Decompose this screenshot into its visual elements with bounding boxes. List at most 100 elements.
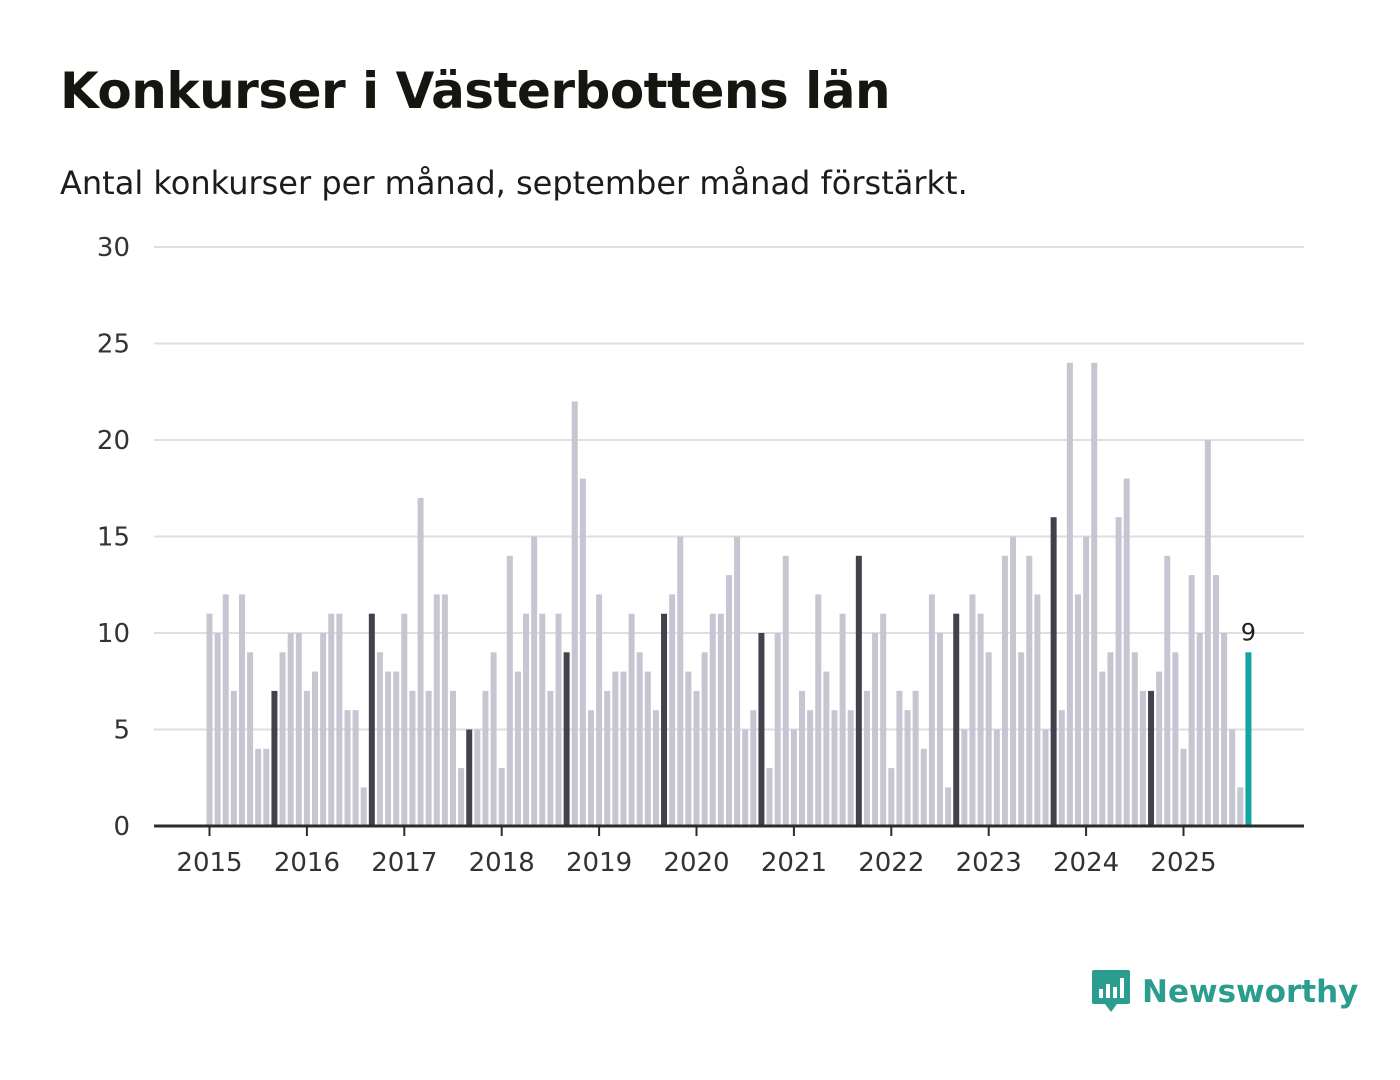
bar (1034, 594, 1041, 826)
bar (571, 401, 578, 826)
x-tick-label: 2023 (956, 848, 1022, 878)
bar (385, 671, 392, 826)
bar (928, 594, 935, 826)
bar (458, 768, 465, 826)
bar (839, 613, 846, 826)
bar (758, 633, 765, 826)
bar (872, 633, 879, 826)
newsworthy-logo-icon (1092, 970, 1130, 1012)
bar (295, 633, 302, 826)
bar (1115, 517, 1122, 826)
bar (393, 671, 400, 826)
bar (669, 594, 676, 826)
bar (1001, 555, 1008, 826)
bar (799, 690, 806, 826)
chart-subtitle: Antal konkurser per månad, september mån… (60, 164, 968, 202)
bar (985, 652, 992, 826)
bar (612, 671, 619, 826)
x-tick-label: 2025 (1150, 848, 1216, 878)
bar (961, 729, 968, 826)
bar (352, 710, 359, 826)
bar (863, 690, 870, 826)
bar (782, 555, 789, 826)
x-tick-label: 2019 (566, 848, 632, 878)
y-tick-label: 30 (97, 233, 130, 263)
bar (742, 729, 749, 826)
y-tick-label: 10 (97, 619, 130, 649)
bar (466, 729, 473, 826)
y-tick-label: 5 (113, 716, 130, 746)
bar (1237, 787, 1244, 826)
bar (531, 536, 538, 826)
bar (1204, 440, 1211, 826)
bar (790, 729, 797, 826)
bar (433, 594, 440, 826)
bar (417, 497, 424, 826)
bar (255, 748, 262, 826)
bar (303, 690, 310, 826)
bar (1172, 652, 1179, 826)
bar (774, 633, 781, 826)
bar (1058, 710, 1065, 826)
bar (271, 690, 278, 826)
bar (1188, 575, 1195, 826)
bar (1131, 652, 1138, 826)
bar (661, 613, 668, 826)
y-tick-label: 15 (97, 523, 130, 553)
bar (312, 671, 319, 826)
bar (652, 710, 659, 826)
bar (206, 613, 213, 826)
newsworthy-logo[interactable]: Newsworthy (1090, 968, 1358, 1016)
bar (328, 613, 335, 826)
bar (993, 729, 1000, 826)
bar (1074, 594, 1081, 826)
bar (368, 613, 375, 826)
bar (620, 671, 627, 826)
bar (953, 613, 960, 826)
x-tick-label: 2024 (1053, 848, 1119, 878)
bar (685, 671, 692, 826)
bar (401, 613, 408, 826)
bar (596, 594, 603, 826)
bar (587, 710, 594, 826)
bar (222, 594, 229, 826)
bar (539, 613, 546, 826)
bar (1212, 575, 1219, 826)
last-value-label: 9 (1241, 618, 1256, 646)
x-tick-label: 2015 (176, 848, 242, 878)
y-tick-label: 0 (113, 812, 130, 842)
bar (1123, 478, 1130, 826)
bar (514, 671, 521, 826)
bar (701, 652, 708, 826)
bar (1026, 555, 1033, 826)
bar (555, 613, 562, 826)
x-tick-label: 2016 (274, 848, 340, 878)
bar (734, 536, 741, 826)
bar (969, 594, 976, 826)
bar (482, 690, 489, 826)
bar (945, 787, 952, 826)
bar (847, 710, 854, 826)
bar (490, 652, 497, 826)
bar (498, 768, 505, 826)
bar (1156, 671, 1163, 826)
bar (563, 652, 570, 826)
bar (880, 613, 887, 826)
x-tick-label: 2020 (663, 848, 729, 878)
bar (1042, 729, 1049, 826)
bar (1107, 652, 1114, 826)
bar (1245, 652, 1252, 826)
bar (441, 594, 448, 826)
bar (725, 575, 732, 826)
bar (604, 690, 611, 826)
bar (1196, 633, 1203, 826)
bar (717, 613, 724, 826)
bar (506, 555, 513, 826)
bar (815, 594, 822, 826)
bar (677, 536, 684, 826)
bar (709, 613, 716, 826)
bar (344, 710, 351, 826)
bar (1229, 729, 1236, 826)
bar (644, 671, 651, 826)
